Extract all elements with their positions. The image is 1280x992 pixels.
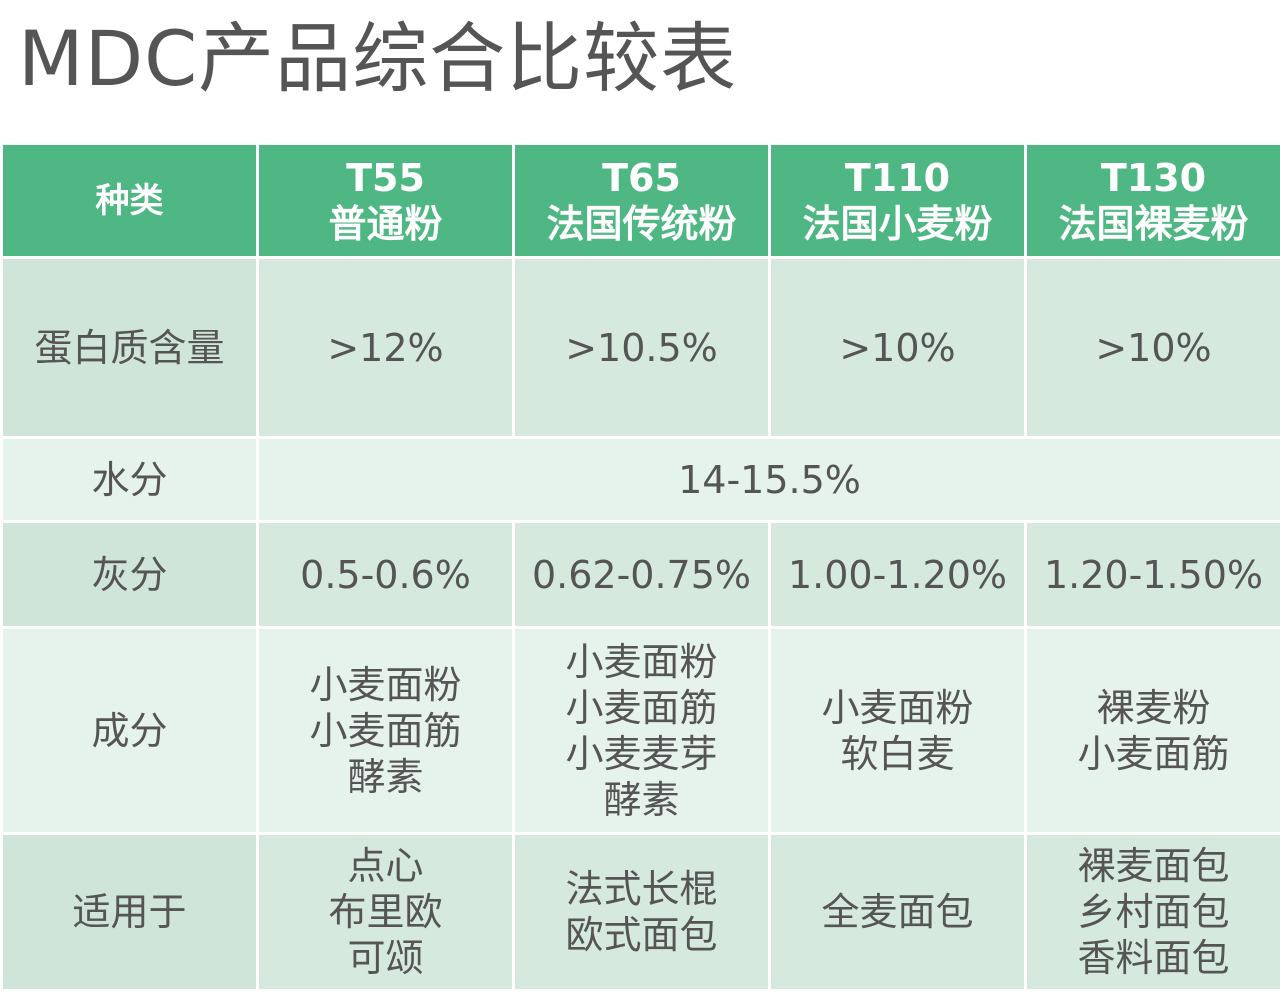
cell-line: 裸麦粉	[1027, 685, 1280, 731]
header-col-t130: T130 法国裸麦粉	[1026, 144, 1280, 258]
cell-line: 小麦面粉	[515, 639, 768, 685]
header-name: 法国传统粉	[515, 201, 768, 247]
cell-multiline: 小麦面粉 小麦面筋 酵素	[258, 628, 514, 834]
cell-value: 1.00-1.20%	[770, 522, 1026, 628]
row-label: 蛋白质含量	[2, 258, 258, 438]
cell-multiline: 小麦面粉 软白麦	[770, 628, 1026, 834]
cell-multiline: 全麦面包	[770, 834, 1026, 991]
header-category: 种类	[2, 144, 258, 258]
cell-line: 全麦面包	[771, 889, 1024, 935]
cell-line: 软白麦	[771, 731, 1024, 777]
page-title: MDC产品综合比较表	[18, 14, 737, 104]
cell-multiline: 裸麦面包 乡村面包 香料面包	[1026, 834, 1280, 991]
cell-line: 小麦面筋	[515, 685, 768, 731]
header-code: T65	[515, 155, 768, 201]
cell-multiline: 法式长棍 欧式面包	[514, 834, 770, 991]
header-code: T55	[259, 155, 512, 201]
cell-line: 酵素	[259, 754, 512, 800]
cell-line: 小麦面粉	[771, 685, 1024, 731]
cell-line: 小麦麦芽	[515, 731, 768, 777]
cell-line: 小麦面筋	[259, 708, 512, 754]
row-usage: 适用于 点心 布里欧 可颂 法式长棍 欧式面包 全麦面包 裸麦面包 乡村面包 香…	[2, 834, 1280, 991]
cell-value: 0.5-0.6%	[258, 522, 514, 628]
cell-multiline: 点心 布里欧 可颂	[258, 834, 514, 991]
cell-value: >10%	[1026, 258, 1280, 438]
cell-multiline: 小麦面粉 小麦面筋 小麦麦芽 酵素	[514, 628, 770, 834]
row-label: 灰分	[2, 522, 258, 628]
header-code: T110	[771, 155, 1024, 201]
cell-value-merged: 14-15.5%	[258, 438, 1280, 522]
header-code: T130	[1027, 155, 1280, 201]
cell-line: 小麦面筋	[1027, 731, 1280, 777]
cell-line: 酵素	[515, 777, 768, 823]
cell-multiline: 裸麦粉 小麦面筋	[1026, 628, 1280, 834]
cell-line: 布里欧	[259, 889, 512, 935]
row-label: 适用于	[2, 834, 258, 991]
header-name: 法国小麦粉	[771, 201, 1024, 247]
cell-line: 裸麦面包	[1027, 843, 1280, 889]
cell-line: 小麦面粉	[259, 662, 512, 708]
cell-line: 欧式面包	[515, 912, 768, 958]
header-row: 种类 T55 普通粉 T65 法国传统粉 T110 法国小麦粉 T130 法国裸…	[2, 144, 1280, 258]
cell-value: >12%	[258, 258, 514, 438]
header-col-t65: T65 法国传统粉	[514, 144, 770, 258]
cell-line: 法式长棍	[515, 866, 768, 912]
header-col-t55: T55 普通粉	[258, 144, 514, 258]
cell-line: 香料面包	[1027, 935, 1280, 981]
cell-value: 0.62-0.75%	[514, 522, 770, 628]
cell-value: >10%	[770, 258, 1026, 438]
header-name: 普通粉	[259, 201, 512, 247]
header-col-t110: T110 法国小麦粉	[770, 144, 1026, 258]
row-label: 水分	[2, 438, 258, 522]
cell-value: 1.20-1.50%	[1026, 522, 1280, 628]
row-protein: 蛋白质含量 >12% >10.5% >10% >10%	[2, 258, 1280, 438]
row-label: 成分	[2, 628, 258, 834]
row-moisture: 水分 14-15.5%	[2, 438, 1280, 522]
cell-line: 乡村面包	[1027, 889, 1280, 935]
cell-value: >10.5%	[514, 258, 770, 438]
row-ingredients: 成分 小麦面粉 小麦面筋 酵素 小麦面粉 小麦面筋 小麦麦芽 酵素 小麦面粉 软…	[2, 628, 1280, 834]
row-ash: 灰分 0.5-0.6% 0.62-0.75% 1.00-1.20% 1.20-1…	[2, 522, 1280, 628]
header-name: 法国裸麦粉	[1027, 201, 1280, 247]
cell-line: 可颂	[259, 935, 512, 981]
cell-line: 点心	[259, 843, 512, 889]
comparison-table: 种类 T55 普通粉 T65 法国传统粉 T110 法国小麦粉 T130 法国裸…	[0, 142, 1280, 992]
